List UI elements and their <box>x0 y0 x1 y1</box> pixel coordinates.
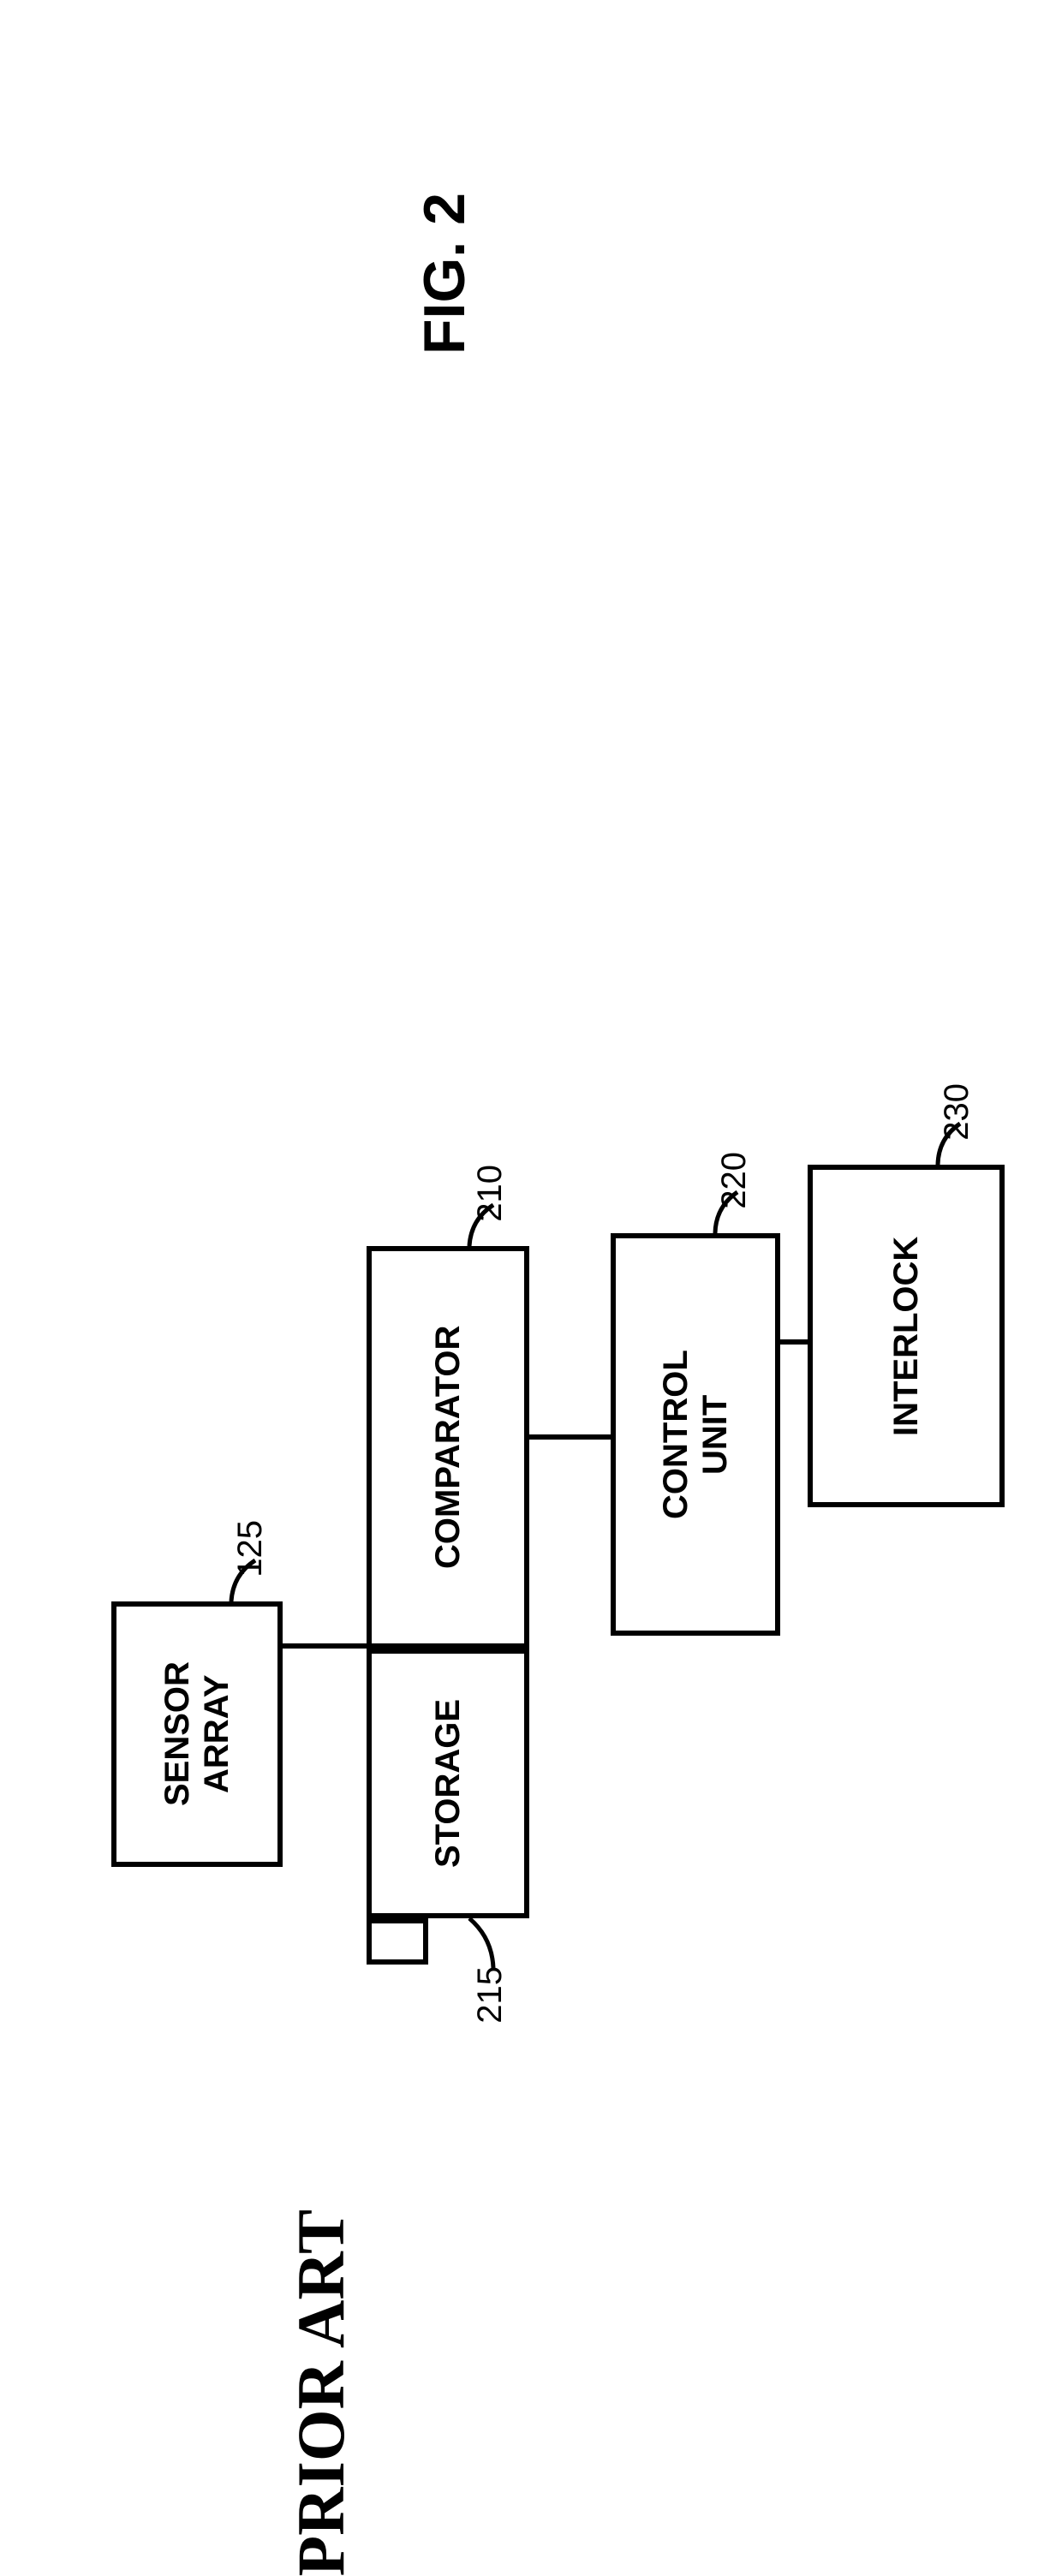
connector-control-interlock <box>780 1339 808 1345</box>
diagram-canvas: FIG. 2 SENSORARRAY 125 COMPARATOR 210 ST… <box>0 0 1038 2496</box>
prior-art-label: PRIOR ART <box>283 2209 762 2576</box>
connector-sensor-comparator <box>283 1643 367 1649</box>
connector-comparator-control <box>529 1434 611 1440</box>
interlock-leader <box>0 0 1038 2496</box>
